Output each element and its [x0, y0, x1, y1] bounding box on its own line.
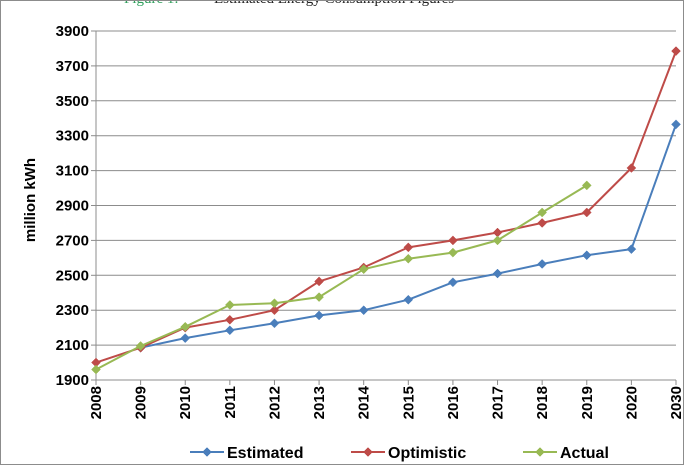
x-tick-label: 2015: [400, 386, 417, 419]
x-tick-labels: 2008 2009 2010 2011 2012 2013 2014 2015 2016 2017…: [88, 385, 685, 419]
data-point-estimated-2030: [671, 119, 681, 130]
x-tick-label: 2016: [445, 386, 462, 419]
x-tick-label: 2030: [668, 386, 685, 419]
x-tick-label: 2017: [490, 386, 507, 419]
data-point-actual-2014: [358, 264, 369, 275]
series-lines: [91, 46, 681, 375]
data-point-optimistic-2011: [224, 314, 235, 325]
axes: [91, 30, 677, 385]
data-point-actual-2009: [135, 341, 146, 351]
series-line-estimated: [140, 124, 677, 349]
x-tick-label: 2018: [534, 386, 551, 419]
legend-item-estimated: Estimated: [190, 445, 303, 462]
data-point-optimistic-2020: [626, 163, 637, 173]
x-tick-label: 2019: [579, 386, 596, 419]
series-line-optimistic: [95, 50, 677, 364]
data-point-estimated-2013: [314, 310, 324, 321]
legend-label-estimated: Estimated: [227, 445, 303, 462]
caption-text: Estimated Energy Consumption Figures: [214, 0, 454, 8]
y-tick-label: 2500: [56, 267, 89, 284]
data-point-actual-2010: [180, 321, 191, 332]
data-point-actual-2016: [448, 247, 458, 258]
legend-marker-optimistic: [363, 447, 373, 457]
legend-item-optimistic: Optimistic: [351, 445, 466, 462]
data-point-estimated-2015: [403, 294, 414, 305]
data-point-optimistic-2015: [403, 242, 414, 253]
series-optimistic: [91, 46, 681, 368]
x-tick-label: 2008: [88, 386, 105, 419]
y-tick-label: 1900: [56, 372, 89, 389]
x-tick-label: 2010: [177, 386, 194, 419]
series-actual: [91, 180, 592, 375]
data-point-optimistic-2013: [314, 276, 324, 287]
legend-marker-actual: [535, 447, 545, 457]
data-point-optimistic-2018: [537, 218, 548, 228]
legend-label-optimistic: Optimistic: [388, 445, 466, 462]
y-tick-label: 2300: [56, 302, 89, 319]
data-point-actual-2013: [314, 292, 324, 302]
caption-figure-number: Figure 1:: [124, 0, 179, 8]
legend-item-actual: Actual: [523, 445, 609, 462]
y-tick-label: 3300: [56, 128, 89, 145]
x-tick-label: 2012: [266, 386, 283, 419]
data-point-estimated-2012: [269, 318, 280, 329]
data-point-estimated-2017: [492, 268, 503, 279]
y-tick-label: 3700: [56, 58, 89, 75]
data-point-estimated-2011: [224, 325, 235, 336]
y-tick-label: 2100: [56, 337, 89, 354]
data-point-estimated-2016: [448, 277, 458, 288]
x-tick-label: 2009: [133, 386, 150, 419]
x-tick-label: 2011: [222, 386, 239, 419]
x-tick-label: 2020: [623, 386, 640, 419]
data-point-optimistic-2019: [581, 207, 592, 218]
data-point-optimistic-2016: [448, 235, 458, 246]
y-tick-label: 2700: [56, 232, 89, 249]
data-point-actual-2018: [537, 207, 548, 218]
data-point-actual-2008: [91, 364, 101, 375]
y-tick-label: 3100: [56, 163, 89, 180]
data-point-estimated-2014: [358, 305, 369, 316]
y-tick-labels: 1900 2100 2300 2500 2700 2900 3100 3300 3500 3700…: [56, 23, 89, 389]
series-line-actual: [95, 184, 588, 371]
data-point-estimated-2018: [537, 259, 548, 269]
y-tick-label: 2900: [56, 198, 89, 215]
data-point-optimistic-2012: [269, 305, 280, 316]
data-point-optimistic-2030: [671, 46, 681, 56]
y-tick-label: 3500: [56, 93, 89, 110]
data-point-actual-2015: [403, 253, 414, 264]
data-point-actual-2012: [269, 298, 280, 309]
data-point-actual-2019: [581, 180, 592, 191]
figure-caption: Figure 1: Estimated Energy Consumption F…: [0, 0, 685, 9]
legend: Estimated Optimistic Actual: [190, 445, 609, 462]
data-point-estimated-2010: [180, 333, 191, 343]
legend-label-actual: Actual: [560, 445, 609, 462]
legend-marker-estimated: [202, 447, 212, 457]
data-point-estimated-2019: [581, 250, 592, 261]
data-point-actual-2017: [492, 235, 503, 246]
y-tick-label: 3900: [56, 23, 89, 40]
y-axis-label: million kWh: [22, 158, 39, 242]
x-tick-label: 2014: [356, 385, 373, 419]
x-tick-label: 2013: [311, 386, 328, 419]
data-point-estimated-2020: [626, 244, 637, 254]
series-estimated: [135, 119, 681, 353]
data-point-actual-2011: [224, 300, 235, 310]
